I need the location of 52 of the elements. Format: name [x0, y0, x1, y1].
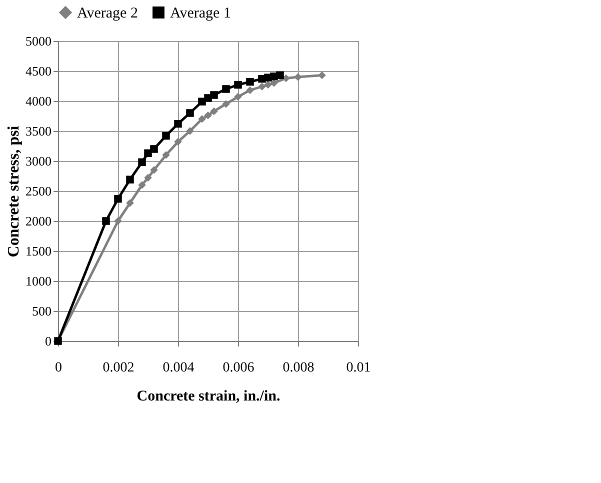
y-tick-label: 2500 [26, 184, 52, 198]
x-tick-label: 0.002 [102, 360, 134, 376]
point [144, 174, 152, 182]
point [210, 107, 218, 116]
point [222, 85, 230, 93]
point [162, 132, 170, 140]
x-axis-title: Concrete strain, in./in. [136, 388, 280, 404]
point [126, 176, 134, 184]
point [138, 158, 146, 166]
point [234, 80, 242, 89]
point [222, 100, 230, 108]
y-tick-label: 5000 [26, 34, 52, 48]
point [150, 145, 158, 153]
x-tick-label: 0.01 [346, 360, 371, 376]
point [138, 181, 146, 189]
point [174, 138, 182, 146]
x-tick-label: 0.008 [282, 360, 314, 376]
y-tick-label: 0 [45, 334, 52, 348]
y-axis-title: Concrete stress, psi [6, 125, 22, 258]
point [276, 71, 284, 80]
y-tick-label: 4000 [26, 94, 52, 108]
x-tick-label: 0.006 [222, 360, 254, 376]
point [150, 166, 158, 174]
point [246, 86, 254, 94]
point [114, 194, 122, 203]
point [234, 92, 242, 101]
x-tick-label: 0.004 [162, 360, 194, 376]
point [264, 80, 272, 89]
legend-label: Average 2 [77, 6, 138, 22]
point [162, 151, 170, 159]
y-tick-label: 3000 [26, 154, 52, 168]
point [186, 127, 194, 135]
point [258, 82, 266, 90]
point [198, 115, 206, 123]
point [126, 199, 134, 207]
legend-label: Average 1 [170, 6, 231, 22]
y-tick-label: 2000 [26, 214, 52, 228]
point [294, 73, 302, 81]
point [210, 91, 218, 99]
point [102, 217, 110, 225]
point [318, 71, 326, 80]
point [174, 120, 182, 128]
y-tick-label: 1500 [26, 244, 52, 258]
y-tick-label: 1000 [26, 274, 52, 288]
y-tick-label: 3500 [26, 124, 52, 138]
y-tick-label: 4500 [26, 64, 52, 78]
point [246, 78, 254, 86]
y-tick-label: 500 [32, 304, 52, 318]
point [204, 112, 212, 120]
point [114, 217, 122, 225]
point [186, 109, 194, 117]
x-tick-label: 0 [55, 360, 62, 376]
